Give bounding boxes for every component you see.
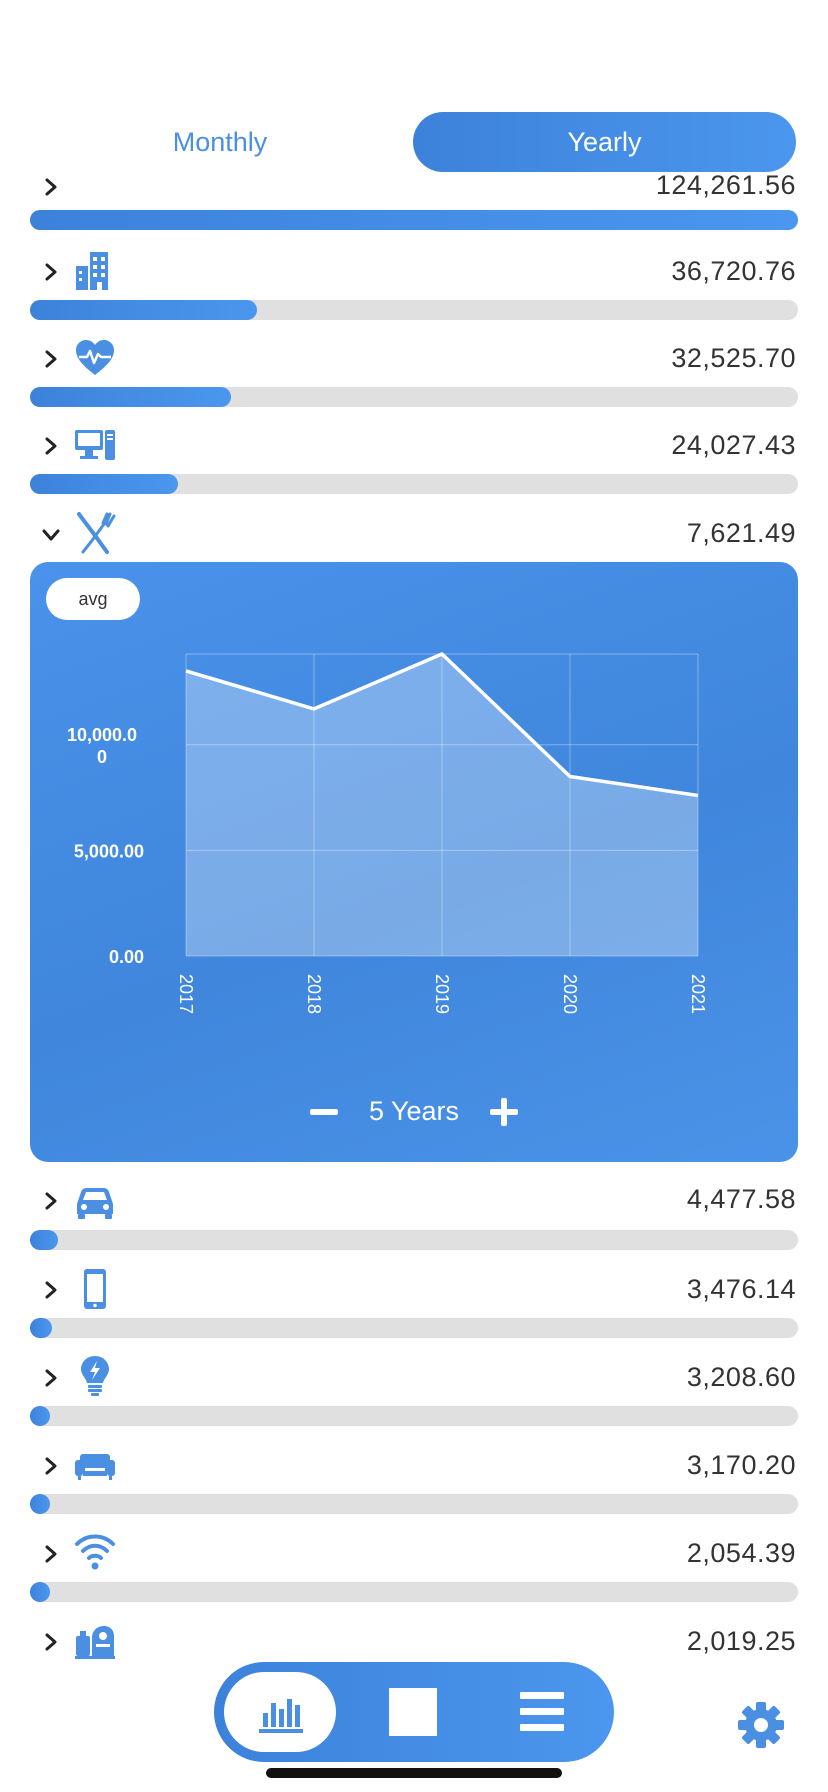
- category-row-car[interactable]: 4,477.58: [30, 1168, 798, 1250]
- chevron-right-icon[interactable]: [42, 350, 60, 368]
- category-row-phone[interactable]: 3,476.14: [30, 1268, 798, 1340]
- chevron-right-icon[interactable]: [42, 1369, 60, 1387]
- y-axis-labels: 0.00 5,000.00 10,000.00: [67, 725, 144, 967]
- category-row-computer[interactable]: 24,027.43: [30, 424, 798, 496]
- category-row-health[interactable]: 32,525.70: [30, 337, 798, 409]
- wifi-icon: [74, 1530, 116, 1572]
- category-amount: 32,525.70: [671, 343, 796, 373]
- category-amount: 7,621.49: [686, 518, 796, 548]
- x-tick-label: 2018: [304, 974, 324, 1014]
- menu-icon: [520, 1692, 564, 1731]
- x-axis-labels: 2017 2018 2019 2020 2021: [176, 974, 708, 1014]
- x-tick-label: 2017: [176, 974, 196, 1014]
- progress-track: [30, 210, 798, 230]
- years-control: 5 Years: [30, 1090, 798, 1134]
- category-detail-panel: avg 0.00 5,000.00 10,000.0 0 2017 2018 2019 20…: [30, 562, 798, 1162]
- category-amount: 3,476.14: [686, 1274, 796, 1304]
- series-line: [185, 652, 699, 798]
- progress-track: [30, 387, 798, 407]
- progress-fill: [30, 474, 178, 494]
- x-tick-label: 2019: [432, 974, 452, 1014]
- progress-fill: [30, 300, 257, 320]
- tab-list[interactable]: [504, 1662, 614, 1762]
- tab-statistics[interactable]: [224, 1672, 336, 1752]
- progress-fill: [30, 1318, 52, 1338]
- category-amount: 2,019.25: [686, 1626, 796, 1656]
- category-row-furniture[interactable]: 3,170.20: [30, 1444, 798, 1516]
- progress-fill: [30, 210, 798, 230]
- grocery-icon: [74, 1618, 116, 1660]
- progress-fill: [30, 1494, 50, 1514]
- chevron-right-icon[interactable]: [42, 1192, 60, 1210]
- heart-pulse-icon: [74, 337, 116, 379]
- period-toggle: Monthly Yearly: [30, 112, 796, 172]
- lightbulb-icon: [74, 1354, 116, 1396]
- progress-track: [30, 1494, 798, 1514]
- building-icon: [74, 250, 116, 292]
- chevron-right-icon[interactable]: [42, 1545, 60, 1563]
- progress-track: [30, 1582, 798, 1602]
- increase-years-button[interactable]: [486, 1094, 522, 1130]
- progress-fill: [30, 387, 231, 407]
- settings-button[interactable]: [736, 1700, 786, 1750]
- x-tick-label: 2021: [688, 974, 708, 1014]
- y-tick-label: 0.00: [109, 947, 144, 967]
- sofa-icon: [74, 1444, 116, 1486]
- gear-icon: [738, 1702, 784, 1748]
- phone-icon: [74, 1268, 116, 1310]
- progress-track: [30, 1318, 798, 1338]
- years-label: 5 Years: [368, 1096, 460, 1126]
- category-amount: 4,477.58: [686, 1184, 796, 1214]
- chevron-down-icon[interactable]: [42, 526, 60, 544]
- square-icon: [389, 1688, 437, 1736]
- category-amount: 3,208.60: [686, 1362, 796, 1392]
- bottom-tab-bar: [214, 1662, 614, 1762]
- monthly-tab[interactable]: Monthly: [172, 127, 268, 157]
- category-row-food[interactable]: 7,621.49: [30, 512, 798, 556]
- x-tick-label: 2020: [560, 974, 580, 1014]
- category-amount: 24,027.43: [671, 430, 796, 460]
- chevron-right-icon[interactable]: [42, 178, 60, 196]
- decrease-years-button[interactable]: [306, 1094, 342, 1130]
- fork-knife-icon: [74, 512, 116, 554]
- progress-track: [30, 474, 798, 494]
- category-amount: 124,261.56: [655, 170, 796, 200]
- avg-toggle[interactable]: avg: [46, 578, 140, 620]
- computer-icon: [74, 424, 116, 466]
- tab-overview[interactable]: [379, 1662, 489, 1762]
- progress-fill: [30, 1230, 58, 1250]
- category-row-grocery[interactable]: 2,019.25: [30, 1620, 798, 1664]
- category-amount: 2,054.39: [686, 1538, 796, 1568]
- y-tick-label: 0: [97, 747, 107, 767]
- progress-track: [30, 300, 798, 320]
- category-row-building[interactable]: 36,720.76: [30, 250, 798, 322]
- category-amount: 36,720.76: [671, 256, 796, 286]
- chevron-right-icon[interactable]: [42, 263, 60, 281]
- progress-track: [30, 1406, 798, 1426]
- yearly-tab[interactable]: Yearly: [413, 112, 796, 172]
- chevron-right-icon[interactable]: [42, 1457, 60, 1475]
- category-row-internet[interactable]: 2,054.39: [30, 1532, 798, 1604]
- y-tick-label: 5,000.00: [74, 841, 144, 861]
- chevron-right-icon[interactable]: [42, 1281, 60, 1299]
- progress-fill: [30, 1406, 50, 1426]
- category-row-electricity[interactable]: 3,208.60: [30, 1356, 798, 1428]
- chart-grid: [185, 653, 699, 957]
- area-fill: [186, 654, 698, 956]
- chevron-right-icon[interactable]: [42, 437, 60, 455]
- chevron-right-icon[interactable]: [42, 1633, 60, 1651]
- progress-fill: [30, 1582, 50, 1602]
- category-amount: 3,170.20: [686, 1450, 796, 1480]
- y-tick-label: 10,000.0: [67, 725, 137, 745]
- stats-icon: [259, 1699, 303, 1733]
- category-row-total[interactable]: 124,261.56: [30, 168, 798, 232]
- home-indicator: [266, 1768, 562, 1778]
- progress-track: [30, 1230, 798, 1250]
- car-icon: [74, 1180, 116, 1222]
